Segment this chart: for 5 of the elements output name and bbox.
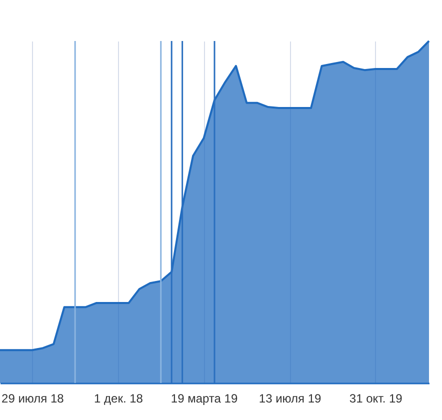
x-tick-label: 19 марта 19 (170, 392, 238, 406)
x-tick-label: 31 окт. 19 (349, 392, 403, 406)
x-tick-label: 13 июля 19 (258, 392, 322, 406)
x-tick-label: 1 дек. 18 (94, 392, 144, 406)
x-tick-label: 29 июля 18 (2, 392, 64, 406)
